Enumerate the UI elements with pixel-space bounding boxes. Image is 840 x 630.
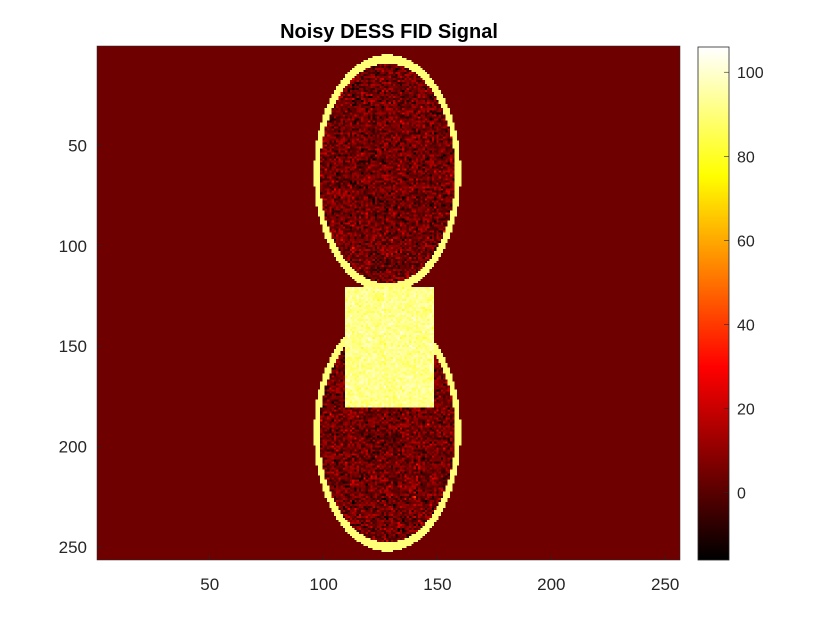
y-tick-label: 150 (59, 337, 87, 356)
x-axis: 50 100 150 200 250 (200, 555, 679, 594)
colorbar-tick-label: 0 (737, 486, 746, 503)
x-tick-label: 200 (537, 575, 565, 594)
plot-frame (96, 45, 681, 561)
colorbar-tick-label: 40 (737, 318, 755, 335)
x-tick-label: 250 (651, 575, 679, 594)
colorbar-gradient (698, 47, 729, 560)
colorbar-tick-label: 80 (737, 149, 755, 166)
colorbar-frame (697, 46, 730, 561)
y-tick-label: 50 (68, 136, 87, 155)
y-axis: 50 100 150 200 250 (59, 136, 102, 557)
x-tick-label: 150 (423, 575, 451, 594)
colorbar-ticks: 0 20 40 60 80 100 (724, 65, 764, 503)
colorbar: 0 20 40 60 80 100 (697, 46, 764, 561)
x-tick-label: 50 (200, 575, 219, 594)
x-tick-label: 100 (309, 575, 337, 594)
y-tick-label: 250 (59, 538, 87, 557)
plot-area (96, 45, 681, 561)
colorbar-tick-label: 100 (737, 65, 764, 82)
colorbar-tick-label: 60 (737, 233, 755, 250)
colorbar-tick-label: 20 (737, 402, 755, 419)
chart-title: Noisy DESS FID Signal (280, 21, 498, 43)
heatmap-image (97, 46, 680, 560)
y-tick-label: 200 (59, 438, 87, 457)
y-tick-label: 100 (59, 237, 87, 256)
